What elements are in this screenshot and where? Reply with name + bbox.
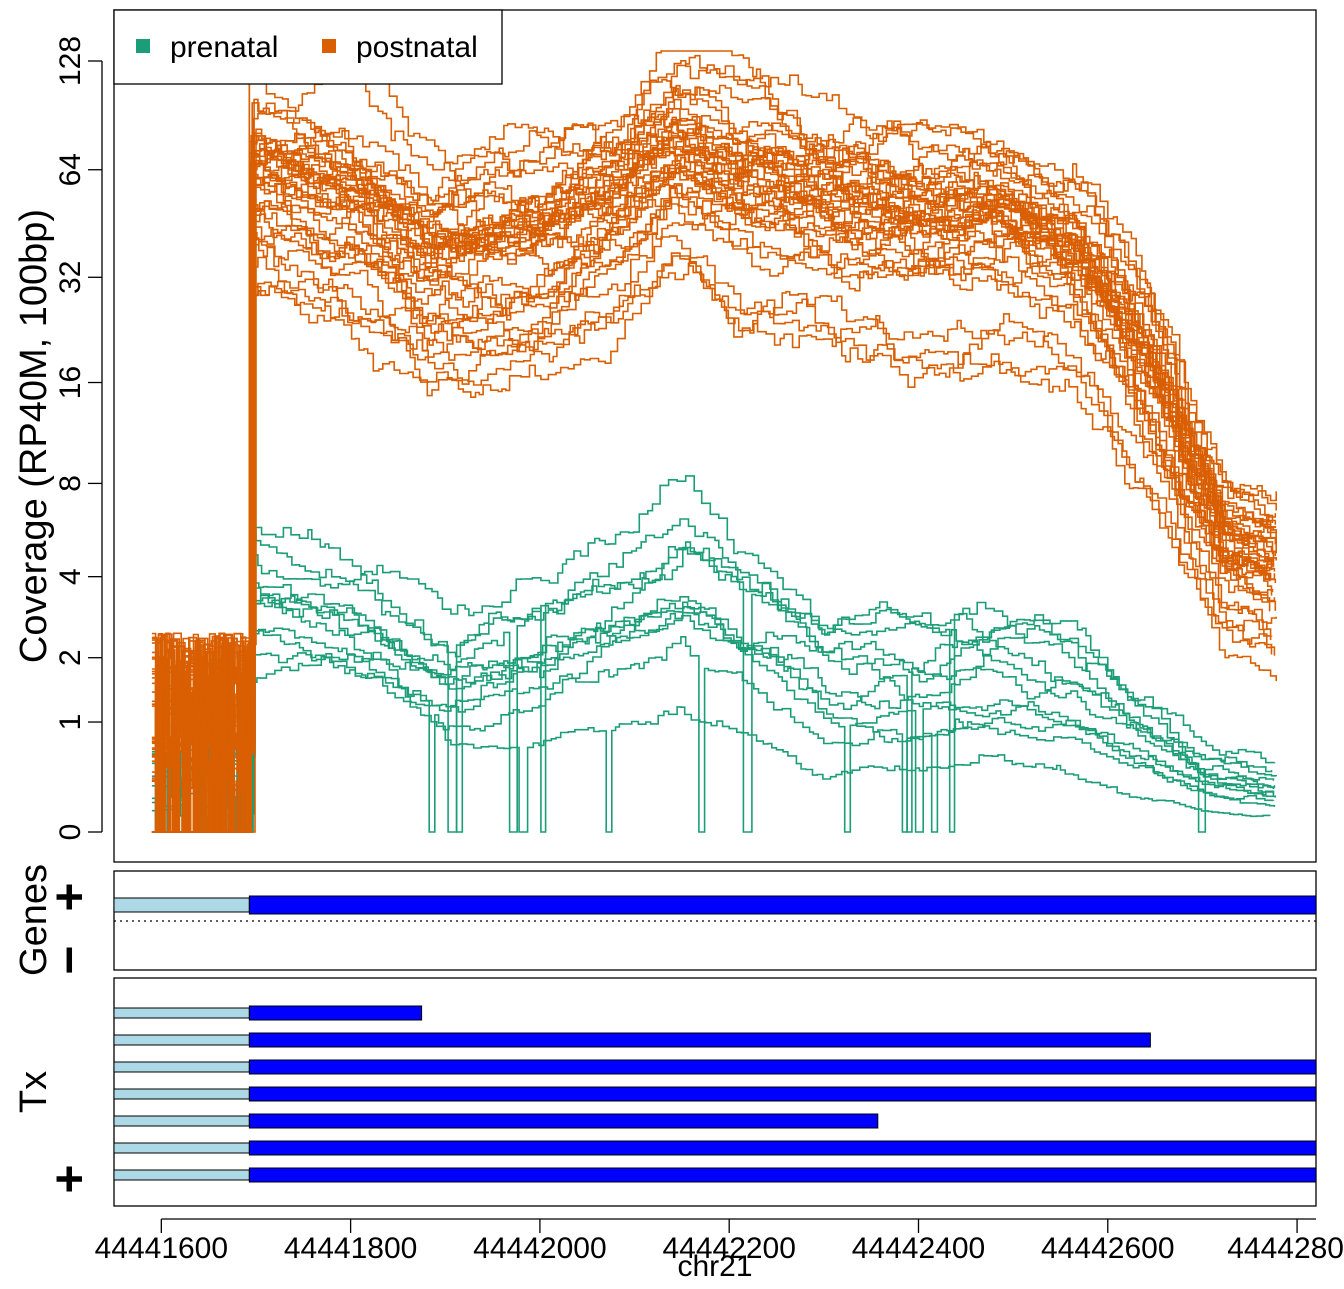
postnatal-coverage-line	[151, 84, 1277, 833]
transcript-cds	[248, 1140, 1317, 1156]
legend-swatch-postnatal	[322, 39, 336, 53]
transcript-utr	[113, 1034, 250, 1046]
transcript-utr	[113, 1007, 250, 1019]
prenatal-coverage-line	[151, 651, 1271, 833]
prenatal-coverage-line	[151, 594, 1276, 833]
postnatal-coverage-line	[151, 235, 1277, 833]
x-tick-label: 44442200	[662, 1232, 795, 1265]
x-tick-label: 44442600	[1041, 1232, 1174, 1265]
postnatal-coverage-line	[151, 124, 1271, 833]
y-tick-label: 2	[54, 649, 87, 666]
prenatal-coverage-line	[151, 614, 1275, 833]
postnatal-coverage-line	[151, 184, 1276, 767]
y-tick-label: 64	[54, 153, 87, 186]
prenatal-coverage-line	[151, 636, 1276, 833]
postnatal-coverage-line	[151, 110, 1273, 833]
y-tick-label: 1	[54, 714, 87, 731]
y-axis-label: Coverage (RP40M, 100bp)	[13, 209, 55, 663]
x-tick-label: 44442000	[473, 1232, 606, 1265]
legend-swatch-prenatal	[136, 39, 150, 53]
prenatal-coverage-line	[151, 546, 1275, 833]
y-tick-label: 4	[54, 568, 87, 585]
transcript-cds	[248, 1086, 1317, 1102]
y-tick-label: 8	[54, 475, 87, 492]
postnatal-coverage-line	[151, 252, 1273, 833]
y-tick-label: 16	[54, 366, 87, 399]
gene-utr	[113, 897, 250, 913]
prenatal-coverage-line	[151, 593, 1275, 833]
prenatal-coverage-line	[151, 541, 1277, 833]
transcript-utr	[113, 1169, 250, 1181]
prenatal-coverage-line	[151, 602, 1277, 833]
transcript-utr	[113, 1142, 250, 1154]
genes-plus-strand: +	[41, 882, 97, 911]
postnatal-coverage-line	[151, 137, 1276, 833]
legend-label-postnatal: postnatal	[356, 31, 478, 64]
transcript-utr	[113, 1088, 250, 1100]
gene-cds	[248, 895, 1317, 915]
postnatal-coverage-line	[151, 255, 1276, 833]
postnatal-coverage-line	[151, 183, 1271, 833]
postnatal-coverage-line	[151, 108, 1277, 833]
genes-track-label: Genes	[13, 864, 55, 976]
postnatal-coverage-line	[151, 160, 1277, 833]
genes-minus-strand: −	[41, 945, 97, 974]
x-tick-label: 4444280	[1227, 1232, 1344, 1265]
transcript-cds	[248, 1113, 879, 1129]
postnatal-coverage-line	[151, 117, 1275, 833]
tx-track-label: Tx	[13, 1071, 55, 1113]
postnatal-coverage-line	[151, 116, 1275, 833]
genes-features	[113, 895, 1317, 915]
x-tick-label: 44442400	[852, 1232, 985, 1265]
y-tick-label: 0	[54, 824, 87, 841]
tx-features	[113, 1005, 1317, 1183]
prenatal-coverage-line	[151, 518, 1273, 833]
legend-label-prenatal: prenatal	[170, 31, 278, 64]
x-axis-label: chr21	[677, 1250, 752, 1283]
x-tick-label: 44441600	[95, 1232, 228, 1265]
prenatal-coverage-line	[151, 546, 1275, 833]
postnatal-coverage-line	[151, 196, 1277, 833]
postnatal-coverage-line	[151, 143, 1272, 833]
postnatal-coverage-line	[151, 60, 1277, 833]
y-tick-label: 32	[54, 261, 87, 294]
transcript-cds	[248, 1005, 423, 1021]
x-axis: 44441600 44441800 44442000 44442200 44442400…	[95, 1218, 1344, 1265]
legend: prenatal postnatal	[113, 9, 503, 85]
postnatal-coverage-line	[151, 98, 1274, 833]
tx-plus-strand: +	[41, 1164, 97, 1193]
postnatal-coverage-line	[151, 150, 1277, 833]
y-axis: 0 1 2 4 8 16 32 64 128	[54, 36, 103, 841]
prenatal-coverage-line	[151, 475, 1276, 833]
transcript-cds	[248, 1032, 1151, 1048]
x-tick-label: 44441800	[284, 1232, 417, 1265]
coverage-panel-frame	[113, 9, 1317, 863]
transcript-cds	[248, 1167, 1317, 1183]
y-tick-label: 128	[54, 36, 87, 86]
transcript-cds	[248, 1059, 1317, 1075]
coverage-lines	[151, 50, 1277, 833]
legend-box	[113, 9, 503, 85]
transcript-utr	[113, 1061, 250, 1073]
postnatal-coverage-line	[151, 262, 1273, 833]
postnatal-coverage-line	[151, 181, 1274, 833]
transcript-utr	[113, 1115, 250, 1127]
prenatal-coverage-line	[151, 599, 1275, 833]
